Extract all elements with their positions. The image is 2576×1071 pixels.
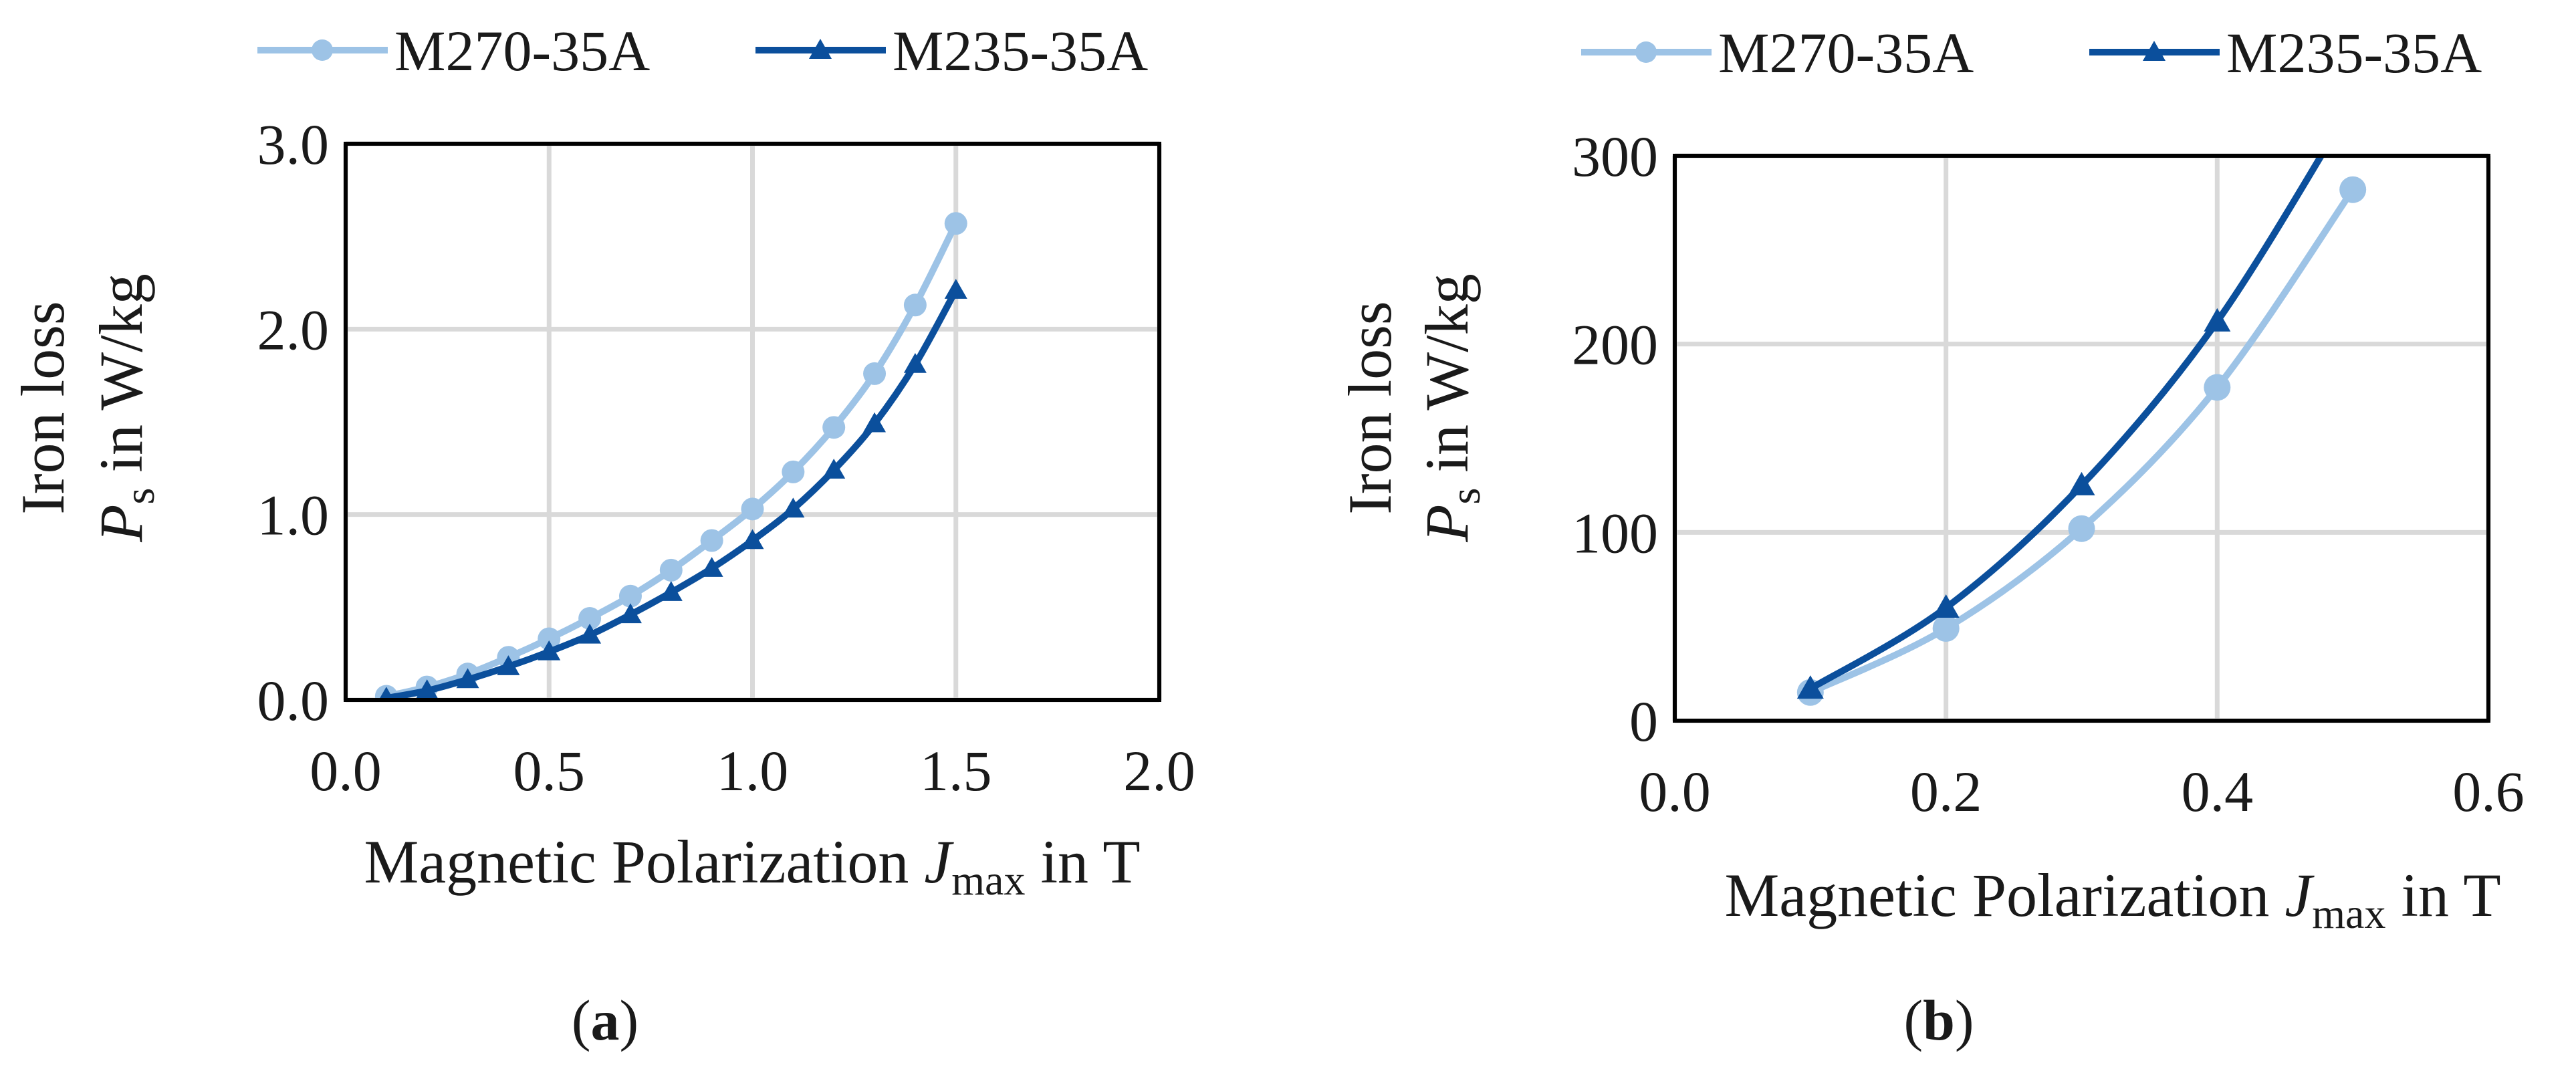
legend-b-marker-m235 [2143,41,2165,61]
chart-a-x-tick-label: 0.5 [513,739,586,803]
chart-b-x-tick-label: 0.0 [1639,759,1711,824]
chart-a-point-m270-35a [741,497,764,521]
chart-a-point-m235-35a [903,353,927,373]
chart-a-point-m270-35a [822,416,846,439]
chart-a-y-tick-label: 1.0 [257,483,330,548]
chart-a-point-m235-35a [415,679,439,699]
chart-a-series-line-m270-35a [382,220,959,700]
chart-b-point-m270-35a [2204,374,2231,401]
chart-a-frame [344,142,1161,702]
chart-b-x-tick-label: 0.2 [1910,759,1982,824]
chart-b-point-m235-35a [1796,675,1824,699]
chart-b-x-tick-label: 0.6 [2452,759,2525,824]
chart-a-x-tick-label: 1.0 [717,739,789,803]
chart-a-point-m235-35a [741,529,764,550]
chart-a-point-m270-35a [782,460,805,483]
chart-b-y-tick-label: 0 [1629,689,1658,753]
legend-b-label-m270: M270-35A [1718,21,1974,85]
chart-a-point-m235-35a [700,557,723,577]
chart-b-point-m235-35a [2204,308,2231,332]
chart-a-y-tick-label: 2.0 [257,298,330,362]
legend-b-marker-m270 [1635,41,1657,63]
legend-a-marker-m270 [312,39,333,61]
chart-a-point-m270-35a [903,293,927,317]
chart-b-point-m270-35a [1932,614,1960,642]
chart-a-point-m270-35a [659,558,683,582]
chart-a-x-tick-label: 0.0 [310,739,382,803]
chart-a-x-tick-label: 2.0 [1123,739,1195,803]
chart-a-caption: (a) [572,988,638,1052]
chart-a-point-m235-35a [538,640,561,661]
chart-b-x-axis-label: Magnetic Polarization Jmax in T [1724,861,2500,937]
chart-a-grid [343,141,1162,703]
chart-a-x-axis-label: Magnetic Polarization Jmax in T [364,828,1140,904]
chart-a: M270-35A M235-35A 0.0 1.0 2.0 3.0 0.0 0.5 1.0… [9,19,1195,1052]
chart-a-point-m270-35a [538,627,561,650]
chart-b-x-tick-label: 0.4 [2182,759,2254,824]
chart-a-point-m235-35a [944,279,967,299]
chart-b-y-tick-label: 100 [1572,501,1658,565]
chart-b-point-m235-35a [2068,471,2095,495]
chart-a-plot-area [374,212,967,700]
chart-a-point-m235-35a [782,497,805,518]
chart-a-point-m270-35a [618,584,642,608]
chart-a-point-m235-35a [863,412,887,433]
chart-a-y-tick-label: 3.0 [257,112,330,176]
chart-b-caption: (b) [1903,988,1974,1052]
chart-a-x-tick-label: 1.5 [920,739,992,803]
chart-a-y-ticks: 0.0 1.0 2.0 3.0 [257,112,330,733]
chart-b-y-tick-label: 200 [1572,313,1658,377]
chart-b-series-line-m235-35a [1806,156,2325,693]
legend-a-label-m270: M270-35A [394,19,650,83]
chart-a-point-m270-35a [578,606,602,630]
chart-b-y-axis-label-line1: Iron loss [1336,301,1404,514]
chart-b-plot-area [1796,156,2367,706]
chart-a-point-m270-35a [944,212,967,235]
chart-b-frame [1673,154,2490,723]
chart-a-point-m270-35a [700,529,723,552]
chart-b-point-m235-35a [1932,594,1960,618]
chart-a-point-m235-35a [659,581,683,601]
chart-b-grid [1672,153,2491,723]
chart-a-x-ticks: 0.0 0.5 1.0 1.5 2.0 [310,739,1195,803]
chart-a-point-m235-35a [497,655,520,675]
chart-b-point-m270-35a [2339,176,2367,203]
chart-a-y-axis-label-line1: Iron loss [9,301,77,514]
legend-a-label-m235: M235-35A [893,19,1148,83]
chart-a-series-line-m235-35a [382,287,959,700]
chart-a-point-m235-35a [618,603,642,624]
chart-b-y-ticks: 0 100 200 300 [1572,124,1658,753]
chart-a-y-axis-label-line2: Ps in W/kg [87,273,163,542]
chart-b-y-axis-label-line2: Ps in W/kg [1413,273,1489,542]
chart-a-y-tick-label: 0.0 [257,669,330,733]
chart-b-y-tick-label: 300 [1572,124,1658,189]
legend-b-label-m235: M235-35A [2226,21,2482,85]
chart-b-legend: M270-35A M235-35A [1581,21,2482,85]
legend-a-marker-m235 [809,39,832,59]
chart-b-point-m270-35a [2068,515,2095,542]
chart-b-x-ticks: 0.0 0.2 0.4 0.6 [1639,759,2525,824]
chart-b-series-line-m270-35a [1806,186,2357,696]
chart-a-point-m235-35a [456,668,479,689]
chart-a-point-m270-35a [863,362,887,385]
chart-a-point-m235-35a [378,687,394,700]
chart-a-legend: M270-35A M235-35A [257,19,1148,83]
chart-a-point-m235-35a [822,459,846,479]
chart-a-point-m235-35a [578,623,602,644]
